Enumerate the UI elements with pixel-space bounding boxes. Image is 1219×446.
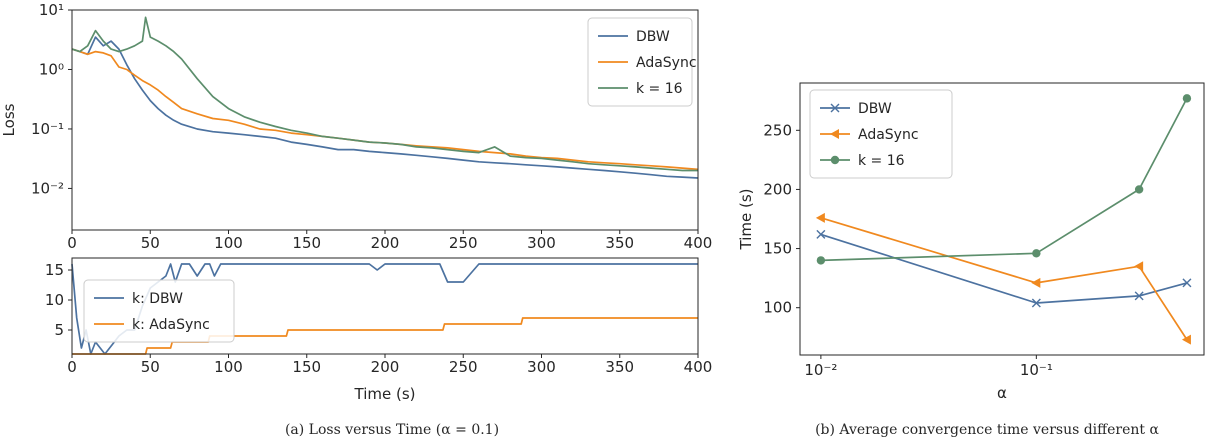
- legend-box: [587, 17, 693, 107]
- alpha-line-1: [820, 216, 1188, 341]
- x-tick-label: 100: [214, 234, 243, 252]
- y-tick-label: 10⁻¹: [31, 120, 64, 138]
- y-tick-label: 100: [763, 299, 792, 317]
- marker-triangle: [1181, 334, 1191, 345]
- legend-item: k: DBW: [94, 291, 183, 307]
- legend-item: AdaSync: [820, 127, 919, 143]
- y-tick-label: 150: [763, 240, 792, 258]
- marker-stroke: [1031, 298, 1041, 308]
- marker-triangle: [830, 129, 839, 139]
- x-tick-label: 50: [141, 358, 160, 376]
- legend-box: [83, 279, 235, 343]
- legend-item: DBW: [820, 101, 892, 117]
- marker-stroke: [1182, 278, 1192, 288]
- loss-legend: DBW AdaSync k = 16: [587, 17, 697, 107]
- k-legend: k: DBW k: AdaSync: [83, 279, 235, 343]
- x-tick-label: 150: [292, 358, 321, 376]
- y-tick-label: 10⁰: [39, 60, 64, 78]
- x-tick-label: 300: [527, 358, 556, 376]
- alpha-legend: DBW AdaSync k = 16: [809, 89, 953, 179]
- legend-item: AdaSync: [598, 55, 697, 71]
- marker-stroke: [830, 103, 840, 113]
- marker-triangle: [1031, 277, 1041, 288]
- marker-x: [1134, 291, 1144, 301]
- k-line-0: [71, 263, 698, 355]
- x-tick-label: 400: [684, 358, 713, 376]
- legend-item: k = 16: [820, 153, 905, 169]
- x-tick-label: 250: [449, 358, 478, 376]
- x-tick-label: 0: [67, 234, 77, 252]
- caption-b: (b) Average convergence time versus diff…: [815, 422, 1159, 438]
- y-axis-label: Loss: [0, 103, 18, 136]
- marker-x: [1182, 278, 1192, 288]
- x-axis-label: α: [997, 384, 1007, 402]
- marker-x: [816, 229, 826, 239]
- x-tick-label: 10⁻¹: [1020, 361, 1053, 379]
- x-tick-label: 300: [527, 234, 556, 252]
- marker-x: [830, 103, 840, 113]
- marker-x: [1031, 298, 1041, 308]
- x-tick-label: 200: [371, 358, 400, 376]
- loss-line-0: [71, 36, 699, 179]
- y-tick-label: 10: [45, 291, 64, 309]
- marker-circle: [816, 256, 826, 265]
- legend-label: DBW: [858, 101, 892, 117]
- marker-stroke: [816, 229, 826, 239]
- legend-label: AdaSync: [858, 127, 919, 143]
- y-tick-label: 10⁻²: [31, 179, 64, 197]
- alpha-line-2: [820, 98, 1188, 262]
- x-tick-label: 400: [684, 234, 713, 252]
- marker-triangle: [815, 212, 825, 223]
- alpha-line-0: [820, 233, 1188, 304]
- loss-line-2: [71, 16, 698, 172]
- legend-label: k: AdaSync: [132, 317, 210, 333]
- x-tick-label: 50: [141, 234, 160, 252]
- y-tick-label: 5: [54, 321, 64, 339]
- x-tick-label: 350: [605, 358, 634, 376]
- x-tick-label: 100: [214, 358, 243, 376]
- legend-label: k = 16: [636, 81, 683, 97]
- marker-stroke: [1134, 291, 1144, 301]
- x-tick-label: 150: [292, 234, 321, 252]
- y-tick-label: 250: [763, 121, 792, 139]
- x-tick-label: 200: [371, 234, 400, 252]
- x-tick-label: 250: [449, 234, 478, 252]
- legend-label: AdaSync: [636, 55, 697, 71]
- marker-circle: [1182, 94, 1192, 103]
- y-tick-label: 10¹: [39, 1, 64, 19]
- legend-item: k = 16: [598, 81, 683, 97]
- legend-label: k: DBW: [132, 291, 183, 307]
- marker-circle: [830, 155, 840, 165]
- legend-item: DBW: [598, 29, 670, 45]
- x-tick-label: 10⁻²: [804, 361, 837, 379]
- legend-label: k = 16: [858, 153, 905, 169]
- marker-circle: [1134, 185, 1144, 194]
- y-axis-label: Time (s): [737, 189, 755, 251]
- legend-label: DBW: [636, 29, 670, 45]
- caption-a: (a) Loss versus Time (α = 0.1): [285, 422, 499, 438]
- y-tick-label: 15: [45, 261, 64, 279]
- x-axis-label: Time (s): [354, 385, 416, 403]
- alpha-plot-frame: [799, 82, 1205, 356]
- legend-item: k: AdaSync: [94, 317, 210, 333]
- x-tick-label: 350: [605, 234, 634, 252]
- marker-triangle: [1134, 261, 1144, 272]
- legend-box: [809, 89, 953, 179]
- x-tick-label: 0: [67, 358, 77, 376]
- marker-circle: [1032, 249, 1041, 258]
- y-tick-label: 200: [763, 180, 792, 198]
